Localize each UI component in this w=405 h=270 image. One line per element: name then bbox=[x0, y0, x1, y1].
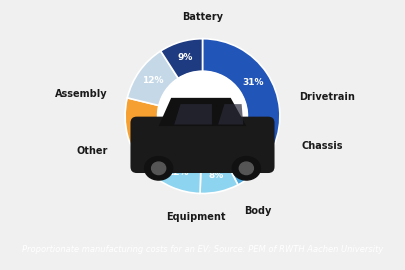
Text: 11%: 11% bbox=[237, 153, 258, 162]
Text: Assembly: Assembly bbox=[55, 89, 108, 99]
Ellipse shape bbox=[239, 162, 254, 175]
Wedge shape bbox=[161, 39, 202, 78]
Polygon shape bbox=[174, 104, 212, 124]
Text: Equipment: Equipment bbox=[166, 212, 226, 222]
Text: Proportionate manufacturing costs for an EV; Source: PEM of RWTH Aachen Universi: Proportionate manufacturing costs for an… bbox=[22, 245, 383, 254]
Text: Drivetrain: Drivetrain bbox=[299, 92, 355, 102]
Text: 31%: 31% bbox=[243, 78, 264, 87]
Text: 12%: 12% bbox=[167, 168, 189, 177]
Text: 16%: 16% bbox=[133, 128, 154, 137]
Text: 9%: 9% bbox=[177, 53, 193, 62]
Ellipse shape bbox=[232, 157, 260, 180]
Circle shape bbox=[158, 72, 247, 161]
Ellipse shape bbox=[151, 162, 166, 175]
Ellipse shape bbox=[145, 157, 173, 180]
Wedge shape bbox=[202, 39, 280, 146]
Text: 12%: 12% bbox=[142, 76, 164, 85]
Text: Body: Body bbox=[245, 205, 272, 215]
Wedge shape bbox=[223, 133, 274, 185]
Text: Other: Other bbox=[77, 146, 108, 156]
Polygon shape bbox=[218, 104, 243, 124]
Wedge shape bbox=[200, 156, 238, 194]
Text: Battery: Battery bbox=[182, 12, 223, 22]
Wedge shape bbox=[147, 148, 201, 194]
Wedge shape bbox=[127, 51, 178, 106]
FancyBboxPatch shape bbox=[130, 117, 275, 173]
Text: 8%: 8% bbox=[208, 171, 224, 180]
Wedge shape bbox=[125, 98, 171, 170]
Text: Chassis: Chassis bbox=[302, 140, 343, 150]
Polygon shape bbox=[159, 98, 246, 126]
